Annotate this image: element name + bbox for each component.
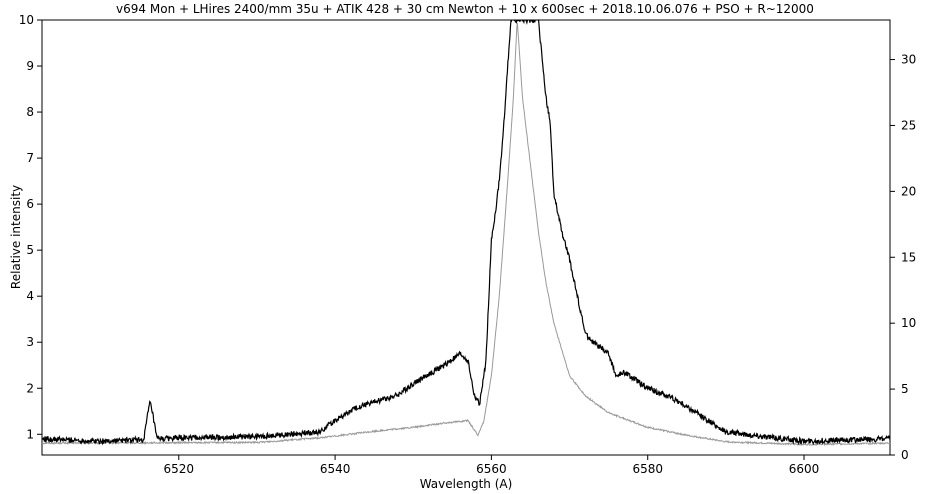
y2-tick-label: 25 [901, 118, 916, 132]
x-tick-label: 6520 [164, 462, 195, 476]
series-layer [42, 20, 890, 447]
x-tick-label: 6540 [320, 462, 351, 476]
y-tick-label: 5 [26, 243, 34, 257]
x-tick-label: 6580 [632, 462, 663, 476]
y-axis-label: Relative intensity [9, 185, 23, 289]
x-tick-label: 6600 [789, 462, 820, 476]
x-axis: 6520 6540 6560 6580 6600 [164, 455, 820, 476]
y-tick-label: 3 [26, 335, 34, 349]
y-tick-label: 9 [26, 59, 34, 73]
y-tick-label: 7 [26, 151, 34, 165]
x-axis-label: Wavelength (A) [420, 477, 513, 491]
x-tick-label: 6560 [476, 462, 507, 476]
y-tick-label: 8 [26, 105, 34, 119]
y-axis-left: 1 2 3 4 5 6 7 8 9 10 [19, 13, 42, 441]
plot-frame [41, 19, 891, 456]
y2-tick-label: 15 [901, 250, 916, 264]
y2-tick-label: 5 [901, 382, 909, 396]
y-tick-label: 4 [26, 289, 34, 303]
y-tick-label: 6 [26, 197, 34, 211]
chart-title: v694 Mon + LHires 2400/mm 35u + ATIK 428… [116, 2, 814, 16]
spectrum-line-black [42, 20, 890, 446]
y-tick-label: 2 [26, 381, 34, 395]
y2-tick-label: 0 [901, 448, 909, 462]
spectrum-line-grey [42, 22, 890, 447]
y2-tick-label: 10 [901, 316, 916, 330]
y2-tick-label: 30 [901, 53, 916, 67]
y2-tick-label: 20 [901, 184, 916, 198]
y-axis-right: 0 5 10 15 20 25 30 [890, 53, 916, 462]
y-tick-label: 10 [19, 13, 34, 27]
y-tick-label: 1 [26, 427, 34, 441]
